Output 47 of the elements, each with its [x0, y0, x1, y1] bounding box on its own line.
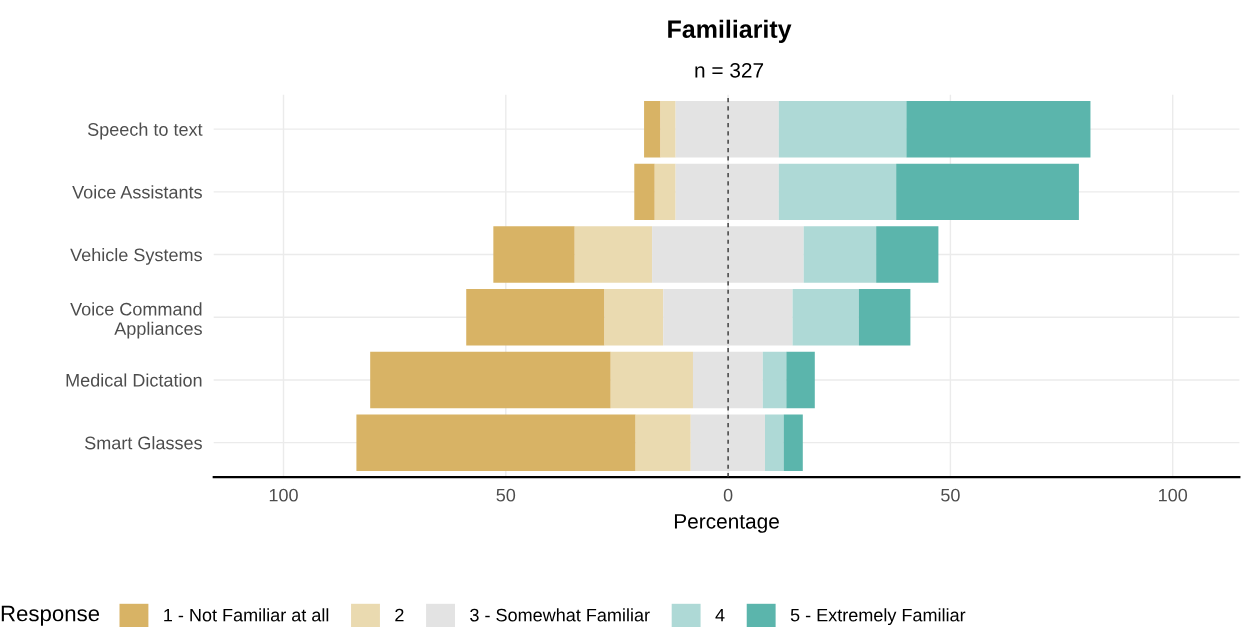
bar: [876, 226, 939, 283]
x-tick-label: 100: [269, 488, 298, 502]
x-tick-label: 50: [941, 488, 960, 502]
bar: [858, 289, 911, 346]
legend-label: 1 - Not Familiar at all: [164, 608, 329, 622]
y-tick-label: Voice Command Appliances: [70, 302, 202, 339]
bar: [803, 226, 877, 283]
legend-label: 5 - Extremely Familiar: [790, 608, 966, 626]
x-tick-label: 50: [496, 488, 516, 502]
bar: [654, 163, 676, 221]
bar: [652, 226, 804, 283]
legend-label: 4: [715, 608, 725, 622]
legend-label: 3 - Somewhat Familiar: [470, 608, 650, 622]
bar: [675, 100, 779, 158]
bar: [762, 351, 787, 409]
x-tick-label: 100: [1159, 488, 1188, 502]
y-tick-label: Voice Assistants: [72, 185, 202, 199]
x-tick-label: 0: [723, 488, 733, 502]
bar: [644, 100, 661, 158]
bar: [370, 351, 611, 409]
bar: [778, 100, 907, 158]
legend-label: 2: [395, 608, 404, 622]
bar: [634, 163, 655, 221]
bar: [765, 414, 784, 471]
bar: [635, 414, 691, 471]
y-tick-label: Medical Dictation: [66, 373, 202, 387]
bar: [692, 351, 763, 409]
bar: [356, 414, 636, 471]
bar: [604, 289, 664, 346]
legend-title: Response: [1, 605, 100, 626]
bar: [896, 163, 1079, 221]
chart-title: Familiarity: [668, 19, 792, 43]
y-tick-label: Smart Glasses: [85, 436, 202, 450]
bar: [610, 351, 693, 409]
y-tick-label: Vehicle Systems: [70, 248, 202, 265]
bar: [783, 414, 803, 471]
bar: [574, 226, 653, 283]
bar: [786, 351, 815, 409]
y-tick-label: Speech to text: [87, 122, 203, 140]
bar: [493, 226, 575, 283]
bar: [906, 100, 1091, 158]
bar: [660, 100, 676, 158]
x-axis-title: Percentage: [674, 514, 779, 533]
bar: [792, 289, 859, 346]
bar: [778, 163, 897, 221]
bar: [466, 289, 605, 346]
chart-subtitle: n = 327: [695, 62, 764, 78]
